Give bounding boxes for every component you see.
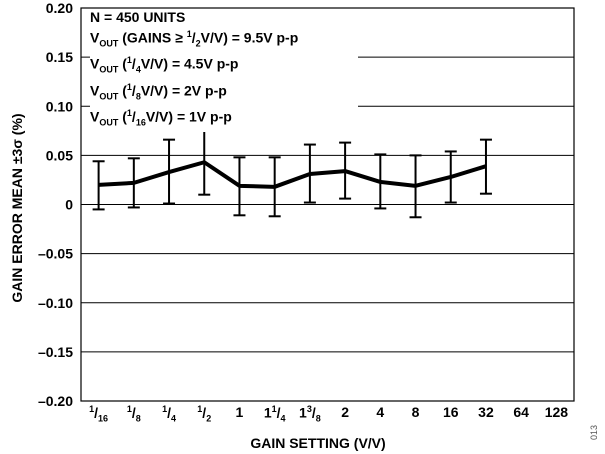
x-tick-label: 1/16 <box>79 404 119 423</box>
x-tick-numerator: 1 <box>89 404 95 414</box>
x-tick-whole: 1 <box>263 404 272 421</box>
x-tick-slash: / <box>311 404 316 421</box>
x-tick-whole: 16 <box>442 404 459 420</box>
x-tick-whole: 1 <box>235 404 244 420</box>
annotation-sub: OUT <box>99 64 119 75</box>
figure-code: 013 <box>589 424 599 440</box>
annotation-line-2: VOUT (GAINS ≥ 1/2V/V) = 9.5V p-p <box>90 26 358 52</box>
y-tick-label: 0.10 <box>46 98 73 114</box>
annotation-sub: OUT <box>99 91 119 102</box>
y-tick-labels: 0.20 0.15 0.10 0.05 0 –0.05 –0.10 –0.15 –0.20 <box>38 0 73 409</box>
y-tick-label: –0.10 <box>38 295 73 311</box>
annotation-sub: 2 <box>195 38 201 49</box>
x-tick-numerator: 1 <box>271 404 277 414</box>
x-tick-denominator: 4 <box>170 413 176 424</box>
y-tick-label: 0.15 <box>46 49 73 65</box>
annotation-line-4: VOUT (1/8V/V) = 2V p-p <box>90 79 358 105</box>
y-axis-label: GAIN ERROR MEAN ±3σ (%) <box>9 113 25 302</box>
x-tick-numerator: 3 <box>306 404 312 414</box>
annotation-line-3: VOUT (1/4V/V) = 4.5V p-p <box>90 52 358 78</box>
x-tick-whole: 1 <box>299 404 307 421</box>
x-tick-label: 2 <box>325 404 365 420</box>
annotation-line-5: VOUT (1/16V/V) = 1V p-p <box>90 105 358 131</box>
annotation-text: ( <box>118 56 127 73</box>
x-tick-label: 1/2 <box>184 404 224 423</box>
x-tick-label: 1/8 <box>114 404 154 423</box>
x-tick-denominator: 16 <box>98 413 109 424</box>
x-tick-slash: / <box>94 404 99 421</box>
x-tick-slash: / <box>276 404 281 421</box>
y-tick-label: –0.15 <box>38 344 73 360</box>
annotation-units: N = 450 UNITS <box>90 9 186 25</box>
annotation-text: / <box>191 29 196 46</box>
y-tick-label: –0.20 <box>38 393 73 409</box>
x-tick-label: 4 <box>360 404 400 420</box>
x-tick-denominator: 8 <box>315 413 321 424</box>
x-tick-numerator: 1 <box>197 404 203 414</box>
plot-border <box>80 7 575 402</box>
x-tick-label: 13/8 <box>290 404 330 423</box>
y-tick-label: –0.05 <box>38 246 73 262</box>
x-tick-label: 1 <box>219 404 259 420</box>
x-tick-label: 8 <box>396 404 436 420</box>
x-tick-slash: / <box>167 404 171 421</box>
annotation-sup: 1 <box>126 55 132 66</box>
x-tick-label: 11/4 <box>255 404 295 423</box>
x-tick-label: 1/4 <box>149 404 189 423</box>
annotation-sup: 1 <box>126 81 132 92</box>
annotation-text: / <box>131 82 136 99</box>
annotation-sup: 1 <box>186 29 192 39</box>
x-tick-whole: 64 <box>513 404 529 420</box>
x-tick-slash: / <box>202 404 207 421</box>
x-tick-label: 64 <box>501 404 541 420</box>
annotation-text: V/V) = 2V p-p <box>140 82 227 99</box>
x-tick-whole: 8 <box>411 404 420 420</box>
x-tick-denominator: 2 <box>206 413 212 424</box>
annotation-sub: OUT <box>99 38 119 49</box>
annotation-text: V <box>90 29 100 46</box>
x-tick-slash: / <box>131 404 136 421</box>
annotation-sub: OUT <box>99 117 119 128</box>
annotation-text: V <box>90 82 100 99</box>
x-tick-whole: 32 <box>478 404 494 420</box>
x-tick-label: 128 <box>536 404 576 420</box>
annotation-text: V <box>90 56 100 73</box>
x-axis-label: GAIN SETTING (V/V) <box>250 435 385 451</box>
mean-series <box>98 160 487 189</box>
annotation-sup: 1 <box>126 108 132 119</box>
plot-frame <box>80 7 575 402</box>
annotation-line-1: N = 450 UNITS <box>90 9 358 26</box>
mean-line <box>98 160 487 189</box>
annotation-text: ( <box>118 109 127 126</box>
annotation-sub: 8 <box>135 91 141 102</box>
annotation-sub: 16 <box>135 117 146 128</box>
x-tick-label: 32 <box>466 404 506 420</box>
annotation-text: / <box>131 109 136 126</box>
x-tick-numerator: 1 <box>126 404 132 414</box>
x-tick-whole: 128 <box>544 404 569 420</box>
x-tick-denominator: 8 <box>135 413 141 424</box>
y-tick-label: 0.05 <box>46 147 73 163</box>
y-tick-label: 0 <box>65 197 73 213</box>
annotation-text: V/V) = 9.5V p-p <box>200 29 299 46</box>
annotation-text: V <box>90 109 100 126</box>
annotation-text: V/V) = 1V p-p <box>145 109 232 126</box>
annotation-box: N = 450 UNITS VOUT (GAINS ≥ 1/2V/V) = 9.… <box>90 9 358 132</box>
annotation-text: / <box>131 56 136 73</box>
x-tick-whole: 2 <box>341 404 349 420</box>
x-tick-whole: 4 <box>376 404 385 420</box>
annotation-text: V/V) = 4.5V p-p <box>140 56 239 73</box>
y-tick-label: 0.20 <box>46 0 73 16</box>
annotation-sub: 4 <box>135 64 141 75</box>
x-tick-denominator: 4 <box>280 413 286 424</box>
annotation-text: ( <box>118 82 127 99</box>
annotation-text: (GAINS ≥ <box>118 29 187 46</box>
x-tick-numerator: 1 <box>162 404 168 414</box>
x-tick-label: 16 <box>431 404 471 420</box>
